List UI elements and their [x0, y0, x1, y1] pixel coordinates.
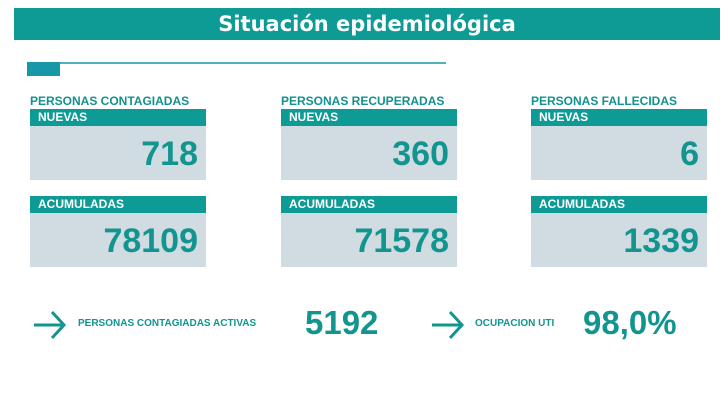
arrow-right-icon [432, 310, 465, 340]
new-label: NUEVAS [531, 109, 707, 126]
section-contagiadas: PERSONAS CONTAGIADAS NUEVAS 718 ACUMULAD… [30, 94, 206, 267]
section-title: PERSONAS FALLECIDAS [531, 94, 678, 108]
section-title: PERSONAS CONTAGIADAS [30, 94, 190, 108]
icu-occupancy-value: 98,0% [583, 304, 677, 341]
new-value: 718 [30, 126, 206, 180]
total-value: 71578 [281, 213, 457, 267]
section-fallecidas: PERSONAS FALLECIDAS NUEVAS 6 ACUMULADAS … [531, 94, 707, 267]
total-value: 1339 [531, 213, 707, 267]
active-cases-value: 5192 [305, 304, 379, 341]
total-label: ACUMULADAS [281, 196, 457, 213]
decorative-square [27, 62, 60, 76]
arrow-right-icon [34, 310, 67, 340]
divider-line [60, 62, 446, 64]
new-value: 360 [281, 126, 457, 180]
page-title: Situación epidemiológica [14, 8, 720, 40]
active-cases-label: PERSONAS CONTAGIADAS ACTIVAS [78, 318, 257, 329]
total-value: 78109 [30, 213, 206, 267]
icu-occupancy-label: OCUPACION UTI [475, 318, 555, 329]
section-recuperadas: PERSONAS RECUPERADAS NUEVAS 360 ACUMULAD… [281, 94, 457, 267]
section-title: PERSONAS RECUPERADAS [281, 94, 445, 108]
total-label: ACUMULADAS [30, 196, 206, 213]
total-label: ACUMULADAS [531, 196, 707, 213]
new-value: 6 [531, 126, 707, 180]
new-label: NUEVAS [30, 109, 206, 126]
new-label: NUEVAS [281, 109, 457, 126]
